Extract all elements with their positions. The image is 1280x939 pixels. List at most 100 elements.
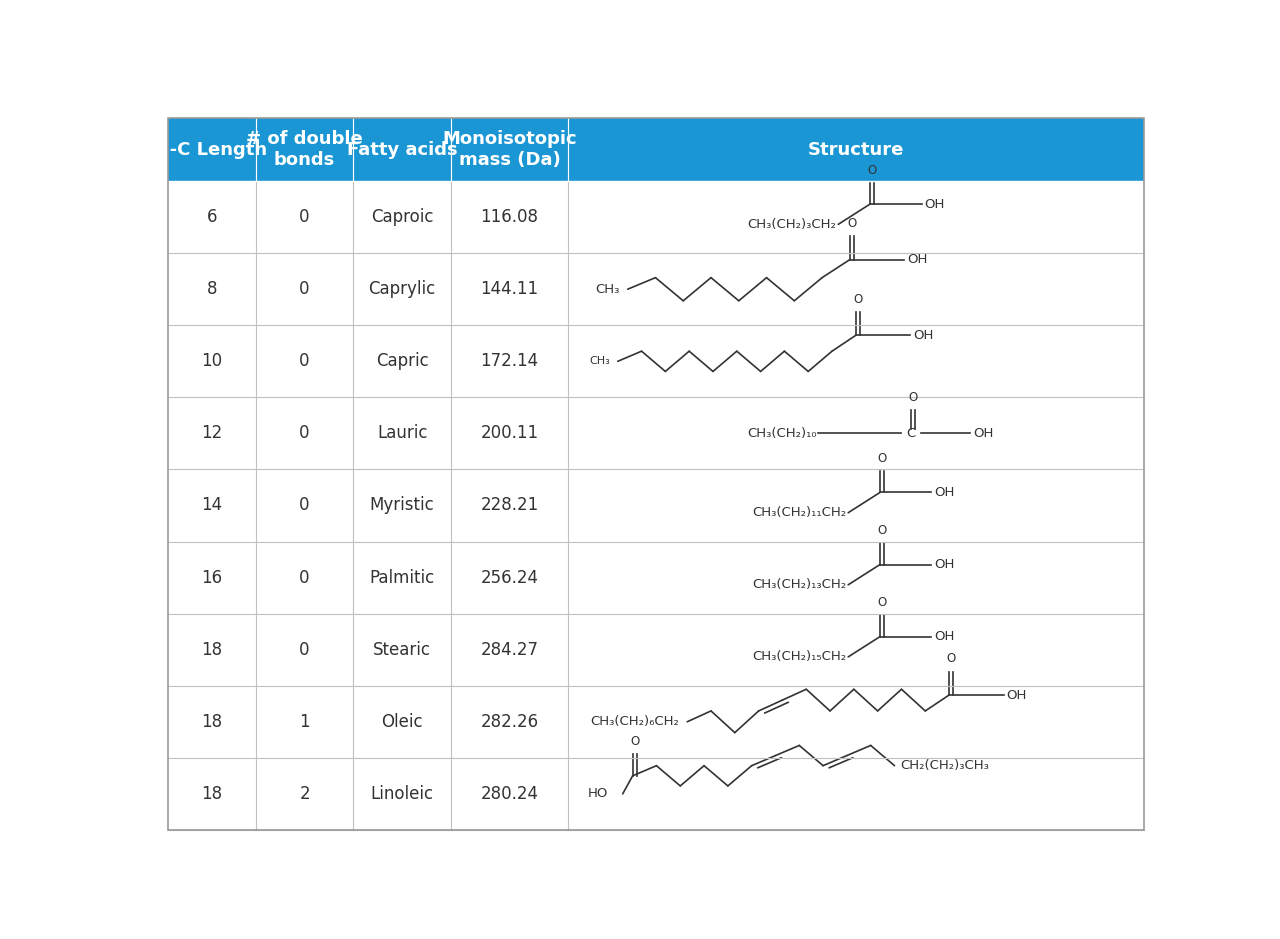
Text: CH₃(CH₂)₁₃CH₂: CH₃(CH₂)₁₃CH₂: [753, 578, 846, 592]
Text: 256.24: 256.24: [480, 569, 539, 587]
Bar: [256, 614, 353, 685]
Text: O: O: [877, 452, 887, 465]
Bar: [256, 758, 353, 830]
Text: CH₃(CH₂)₃CH₂: CH₃(CH₂)₃CH₂: [748, 218, 836, 231]
Bar: [256, 118, 353, 181]
Text: 200.11: 200.11: [480, 424, 539, 442]
Bar: [568, 758, 1144, 830]
Text: 280.24: 280.24: [480, 785, 539, 803]
Text: CH₃(CH₂)₆CH₂: CH₃(CH₂)₆CH₂: [590, 716, 680, 729]
Text: 0: 0: [300, 569, 310, 587]
Bar: [256, 685, 353, 758]
Bar: [353, 397, 451, 470]
Bar: [256, 470, 353, 542]
Bar: [568, 470, 1144, 542]
Text: OH: OH: [934, 558, 955, 571]
Text: O: O: [877, 524, 887, 537]
Text: 8: 8: [206, 280, 218, 299]
Text: O: O: [877, 596, 887, 609]
Text: O: O: [908, 391, 918, 404]
Bar: [256, 397, 353, 470]
Bar: [568, 118, 1144, 181]
Bar: [256, 181, 353, 254]
Text: 0: 0: [300, 280, 310, 299]
Bar: [256, 325, 353, 397]
Text: OH: OH: [908, 254, 928, 266]
Text: Monoisotopic
mass (Da): Monoisotopic mass (Da): [443, 131, 577, 169]
Bar: [353, 758, 451, 830]
Text: Stearic: Stearic: [374, 640, 431, 658]
Text: 18: 18: [201, 785, 223, 803]
Text: 16: 16: [201, 569, 223, 587]
Text: Structure: Structure: [808, 141, 904, 159]
Bar: [168, 325, 256, 397]
Bar: [451, 685, 568, 758]
Bar: [451, 397, 568, 470]
Text: 18: 18: [201, 640, 223, 658]
Bar: [568, 542, 1144, 614]
Bar: [568, 325, 1144, 397]
Bar: [168, 470, 256, 542]
Text: Palmitic: Palmitic: [370, 569, 435, 587]
Text: 0: 0: [300, 352, 310, 370]
Bar: [568, 254, 1144, 325]
Bar: [168, 118, 256, 181]
Bar: [168, 397, 256, 470]
Bar: [353, 118, 451, 181]
Text: Linoleic: Linoleic: [371, 785, 434, 803]
Text: 282.26: 282.26: [480, 713, 539, 731]
Text: 0: 0: [300, 497, 310, 515]
Text: O: O: [868, 163, 877, 177]
Bar: [451, 614, 568, 685]
Text: # of double
bonds: # of double bonds: [246, 131, 364, 169]
Bar: [256, 254, 353, 325]
Bar: [353, 470, 451, 542]
Bar: [451, 254, 568, 325]
Text: CH₂(CH₂)₃CH₃: CH₂(CH₂)₃CH₃: [900, 759, 989, 772]
Bar: [451, 181, 568, 254]
Text: OH: OH: [924, 197, 945, 210]
Text: Oleic: Oleic: [381, 713, 422, 731]
Text: 172.14: 172.14: [480, 352, 539, 370]
Text: OH: OH: [973, 427, 993, 439]
Text: C-C Length: C-C Length: [156, 141, 268, 159]
Text: 0: 0: [300, 424, 310, 442]
Bar: [168, 758, 256, 830]
Text: CH₃(CH₂)₁₁CH₂: CH₃(CH₂)₁₁CH₂: [753, 506, 846, 519]
Text: 12: 12: [201, 424, 223, 442]
Bar: [168, 542, 256, 614]
Text: O: O: [847, 217, 856, 230]
Text: Lauric: Lauric: [376, 424, 428, 442]
Text: 228.21: 228.21: [480, 497, 539, 515]
Text: CH₃: CH₃: [595, 283, 620, 296]
Bar: [353, 254, 451, 325]
Text: CH₃(CH₂)₁₅CH₂: CH₃(CH₂)₁₅CH₂: [753, 651, 846, 664]
Text: 18: 18: [201, 713, 223, 731]
Bar: [451, 325, 568, 397]
Bar: [353, 542, 451, 614]
Text: OH: OH: [934, 630, 955, 643]
Bar: [451, 542, 568, 614]
Text: 14: 14: [201, 497, 223, 515]
Bar: [353, 685, 451, 758]
Bar: [168, 254, 256, 325]
Text: C: C: [906, 427, 915, 439]
Text: Caproic: Caproic: [371, 208, 434, 226]
Text: Caprylic: Caprylic: [369, 280, 435, 299]
Text: OH: OH: [1006, 688, 1027, 701]
Bar: [568, 614, 1144, 685]
Text: O: O: [946, 653, 956, 666]
Bar: [353, 325, 451, 397]
Bar: [451, 758, 568, 830]
Text: 6: 6: [206, 208, 218, 226]
Text: HO: HO: [588, 788, 608, 800]
Bar: [451, 118, 568, 181]
Text: Myristic: Myristic: [370, 497, 435, 515]
Text: O: O: [630, 735, 639, 748]
Bar: [168, 685, 256, 758]
Text: CH₃(CH₂)₁₀: CH₃(CH₂)₁₀: [746, 427, 817, 439]
Text: 144.11: 144.11: [480, 280, 539, 299]
Text: Fatty acids: Fatty acids: [347, 141, 457, 159]
Bar: [568, 397, 1144, 470]
Text: O: O: [854, 293, 863, 305]
